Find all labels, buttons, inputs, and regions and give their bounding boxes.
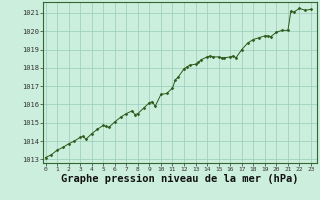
X-axis label: Graphe pression niveau de la mer (hPa): Graphe pression niveau de la mer (hPa) [61, 174, 299, 184]
